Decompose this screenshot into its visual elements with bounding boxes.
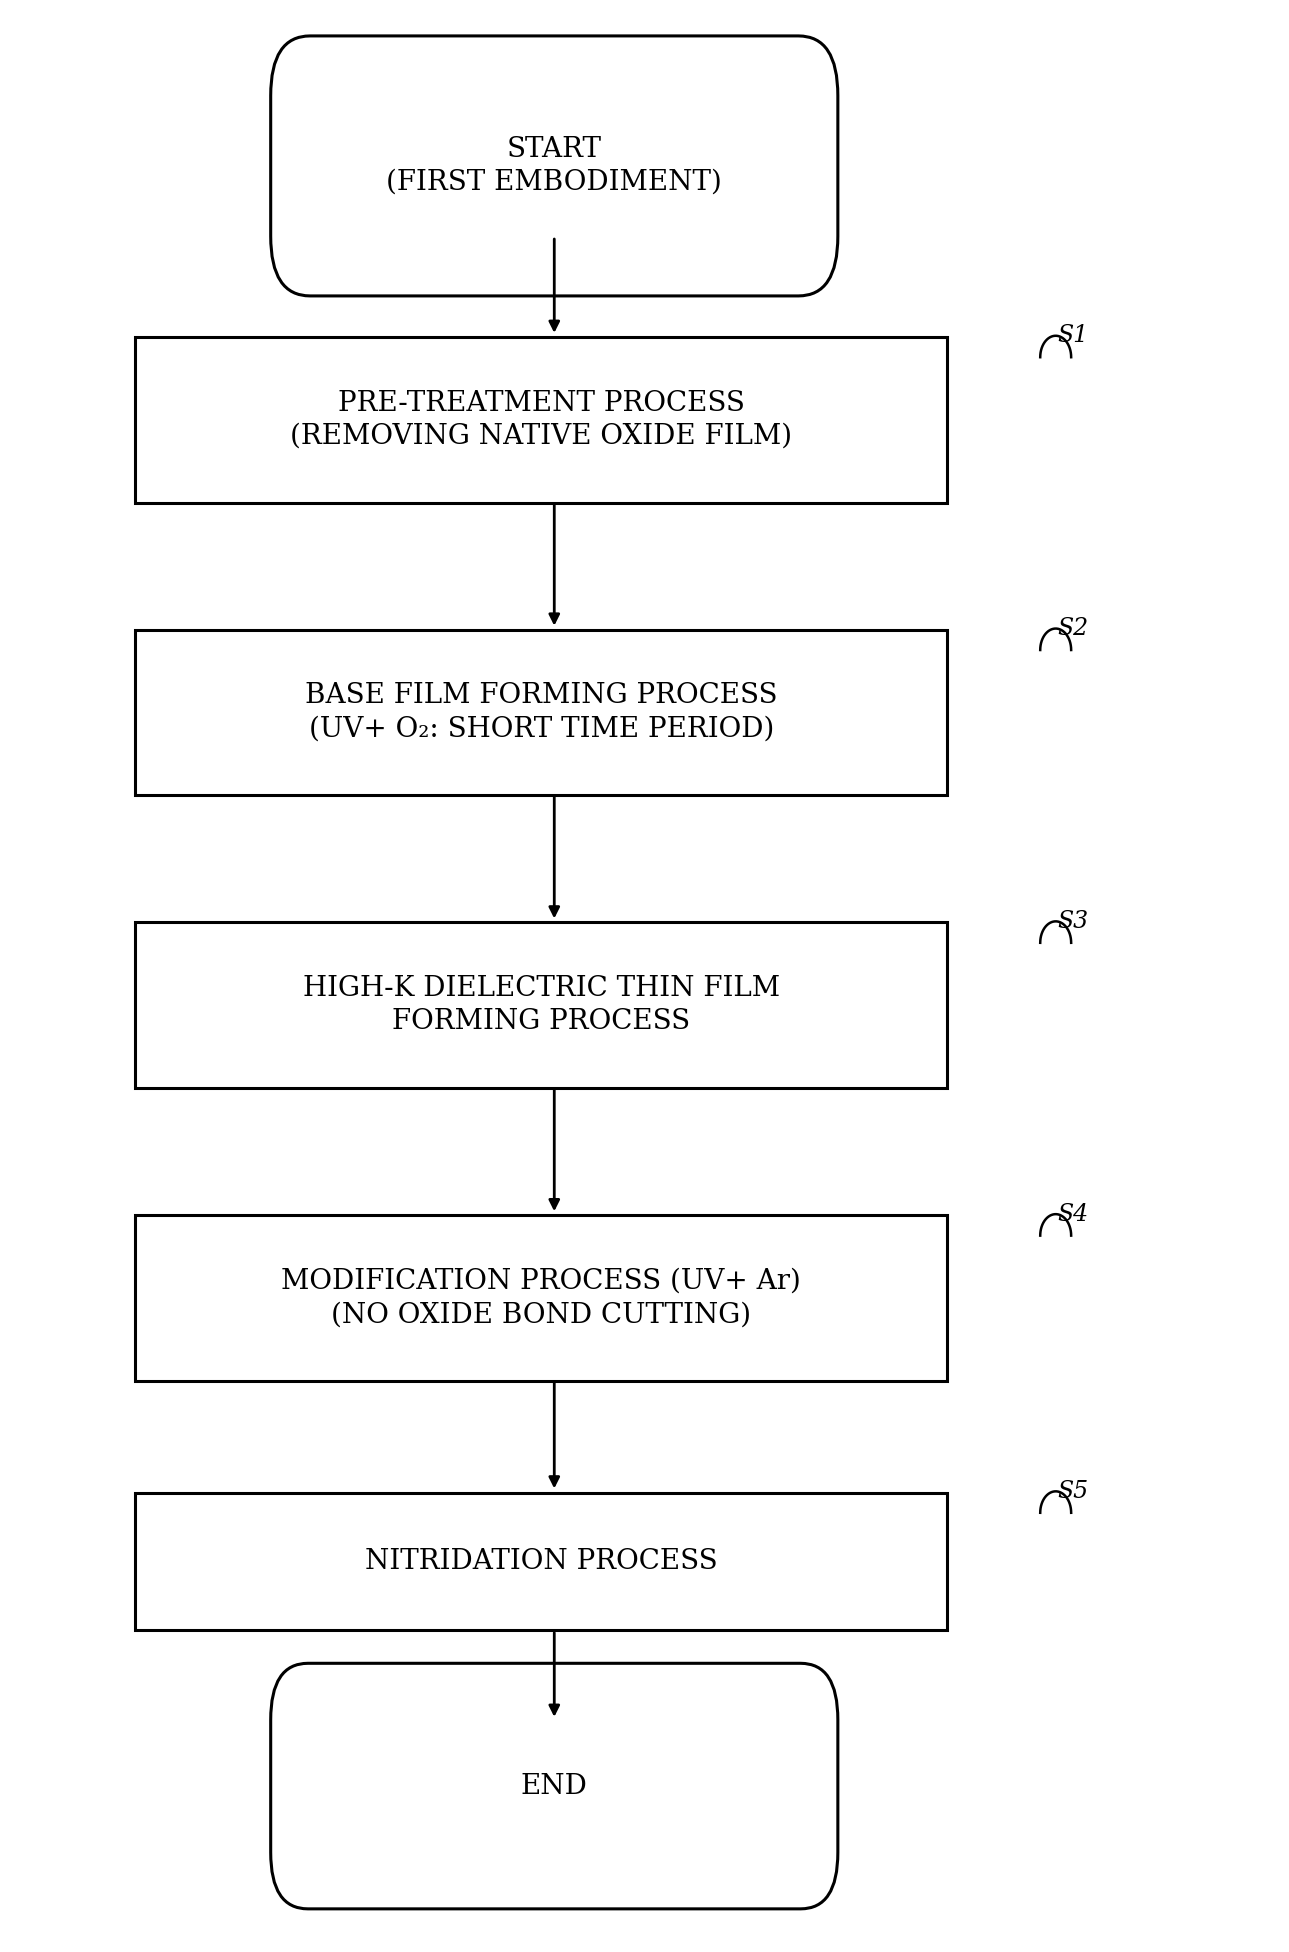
Bar (135, 923, 947, 1089)
FancyBboxPatch shape (271, 35, 838, 297)
Text: END: END (521, 1772, 588, 1800)
Text: HIGH-K DIELECTRIC THIN FILM
FORMING PROCESS: HIGH-K DIELECTRIC THIN FILM FORMING PROC… (303, 976, 780, 1035)
Text: S5: S5 (1057, 1480, 1088, 1503)
Bar (135, 336, 947, 502)
Text: S4: S4 (1057, 1202, 1088, 1226)
Text: START
(FIRST EMBODIMENT): START (FIRST EMBODIMENT) (387, 137, 722, 195)
Text: S1: S1 (1057, 324, 1088, 347)
Bar (135, 1214, 947, 1382)
Text: PRE-TREATMENT PROCESS
(REMOVING NATIVE OXIDE FILM): PRE-TREATMENT PROCESS (REMOVING NATIVE O… (290, 390, 793, 449)
Text: S2: S2 (1057, 617, 1088, 640)
FancyBboxPatch shape (271, 1663, 838, 1909)
Bar (135, 630, 947, 796)
Text: MODIFICATION PROCESS (UV+ Ar)
(NO OXIDE BOND CUTTING): MODIFICATION PROCESS (UV+ Ar) (NO OXIDE … (281, 1269, 802, 1327)
Text: BASE FILM FORMING PROCESS
(UV+ O₂: SHORT TIME PERIOD): BASE FILM FORMING PROCESS (UV+ O₂: SHORT… (305, 683, 777, 742)
Text: S3: S3 (1057, 910, 1088, 933)
Text: NITRIDATION PROCESS: NITRIDATION PROCESS (365, 1548, 718, 1575)
Bar (135, 1493, 947, 1630)
